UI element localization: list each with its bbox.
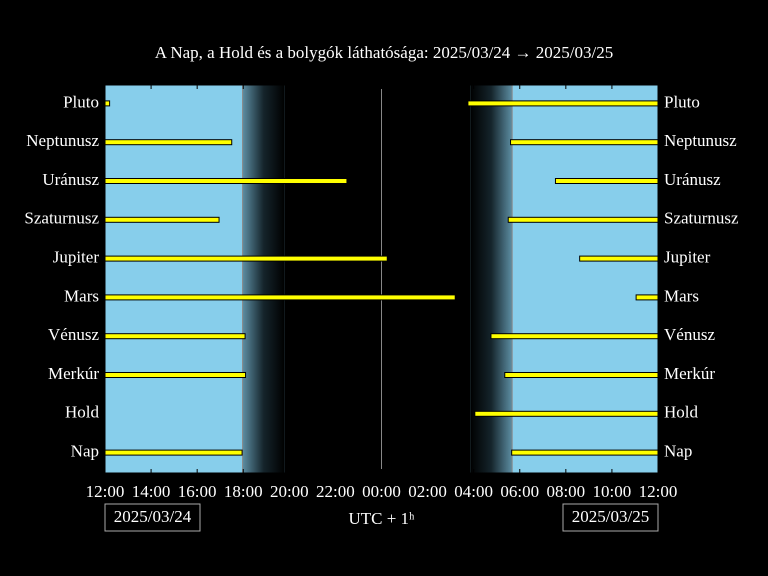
x-tick-label: 06:00 xyxy=(500,482,539,501)
row-label: Jupiter xyxy=(53,248,100,267)
row-label: Pluto xyxy=(664,92,700,111)
plot-frame xyxy=(104,84,659,474)
row-label: Jupiter xyxy=(664,248,711,267)
x-tick-label: 08:00 xyxy=(546,482,585,501)
dawn xyxy=(470,85,513,473)
x-tick-label: 02:00 xyxy=(408,482,447,501)
x-tick-label: 04:00 xyxy=(454,482,493,501)
row-label: Hold xyxy=(664,403,699,422)
row-label: Szaturnusz xyxy=(664,209,739,228)
visibility-bar xyxy=(104,216,220,223)
row-label: Uránusz xyxy=(664,170,721,189)
dusk xyxy=(242,85,285,473)
row-label: Neptunusz xyxy=(664,131,737,150)
x-tick-label: 12:00 xyxy=(639,482,678,501)
row-label: Vénusz xyxy=(48,325,99,344)
x-tick-label: 14:00 xyxy=(132,482,171,501)
x-tick-label: 16:00 xyxy=(178,482,217,501)
x-tick-label: 10:00 xyxy=(593,482,632,501)
visibility-bar xyxy=(104,449,243,456)
visibility-bar xyxy=(490,333,659,340)
x-tick-label: 22:00 xyxy=(316,482,355,501)
visibility-bar xyxy=(579,255,659,262)
visibility-bar xyxy=(510,139,659,146)
row-label: Hold xyxy=(65,403,100,422)
row-label: Merkúr xyxy=(664,364,715,383)
row-label: Vénusz xyxy=(664,325,715,344)
date-box xyxy=(104,503,201,532)
row-label: Pluto xyxy=(63,92,99,111)
x-tick-label: 18:00 xyxy=(224,482,263,501)
x-tick-label: 20:00 xyxy=(270,482,309,501)
row-label: Szaturnusz xyxy=(24,209,99,228)
x-tick-label: 00:00 xyxy=(362,482,401,501)
visibility-bar xyxy=(554,178,659,184)
x-tick-label: 12:00 xyxy=(86,482,125,501)
date-box xyxy=(562,503,659,532)
visibility-bar xyxy=(104,255,388,262)
row-label: Merkúr xyxy=(48,364,99,383)
chart-title: A Nap, a Hold és a bolygók láthatósága: … xyxy=(155,43,613,62)
night xyxy=(284,85,471,473)
visibility-bar xyxy=(104,100,111,107)
visibility-bar xyxy=(635,294,659,301)
visibility-bar xyxy=(507,216,659,223)
end-date: 2025/03/25 xyxy=(572,507,649,526)
visibility-bar xyxy=(104,333,246,340)
row-label: Mars xyxy=(64,286,99,305)
visibility-bar xyxy=(467,100,659,107)
row-label: Nap xyxy=(71,442,99,461)
visibility-bar xyxy=(104,372,247,378)
visibility-bar xyxy=(474,410,659,417)
row-label: Mars xyxy=(664,286,699,305)
visibility-bar xyxy=(104,139,233,146)
visibility-bar xyxy=(511,449,659,456)
visibility-bar xyxy=(104,294,456,301)
row-label: Neptunusz xyxy=(26,131,99,150)
x-axis-label: UTC + 1ʰ xyxy=(348,509,415,528)
visibility-bar xyxy=(104,178,348,184)
visibility-bar xyxy=(504,372,659,378)
row-label: Nap xyxy=(664,442,692,461)
start-date: 2025/03/24 xyxy=(114,507,192,526)
row-label: Uránusz xyxy=(42,170,99,189)
